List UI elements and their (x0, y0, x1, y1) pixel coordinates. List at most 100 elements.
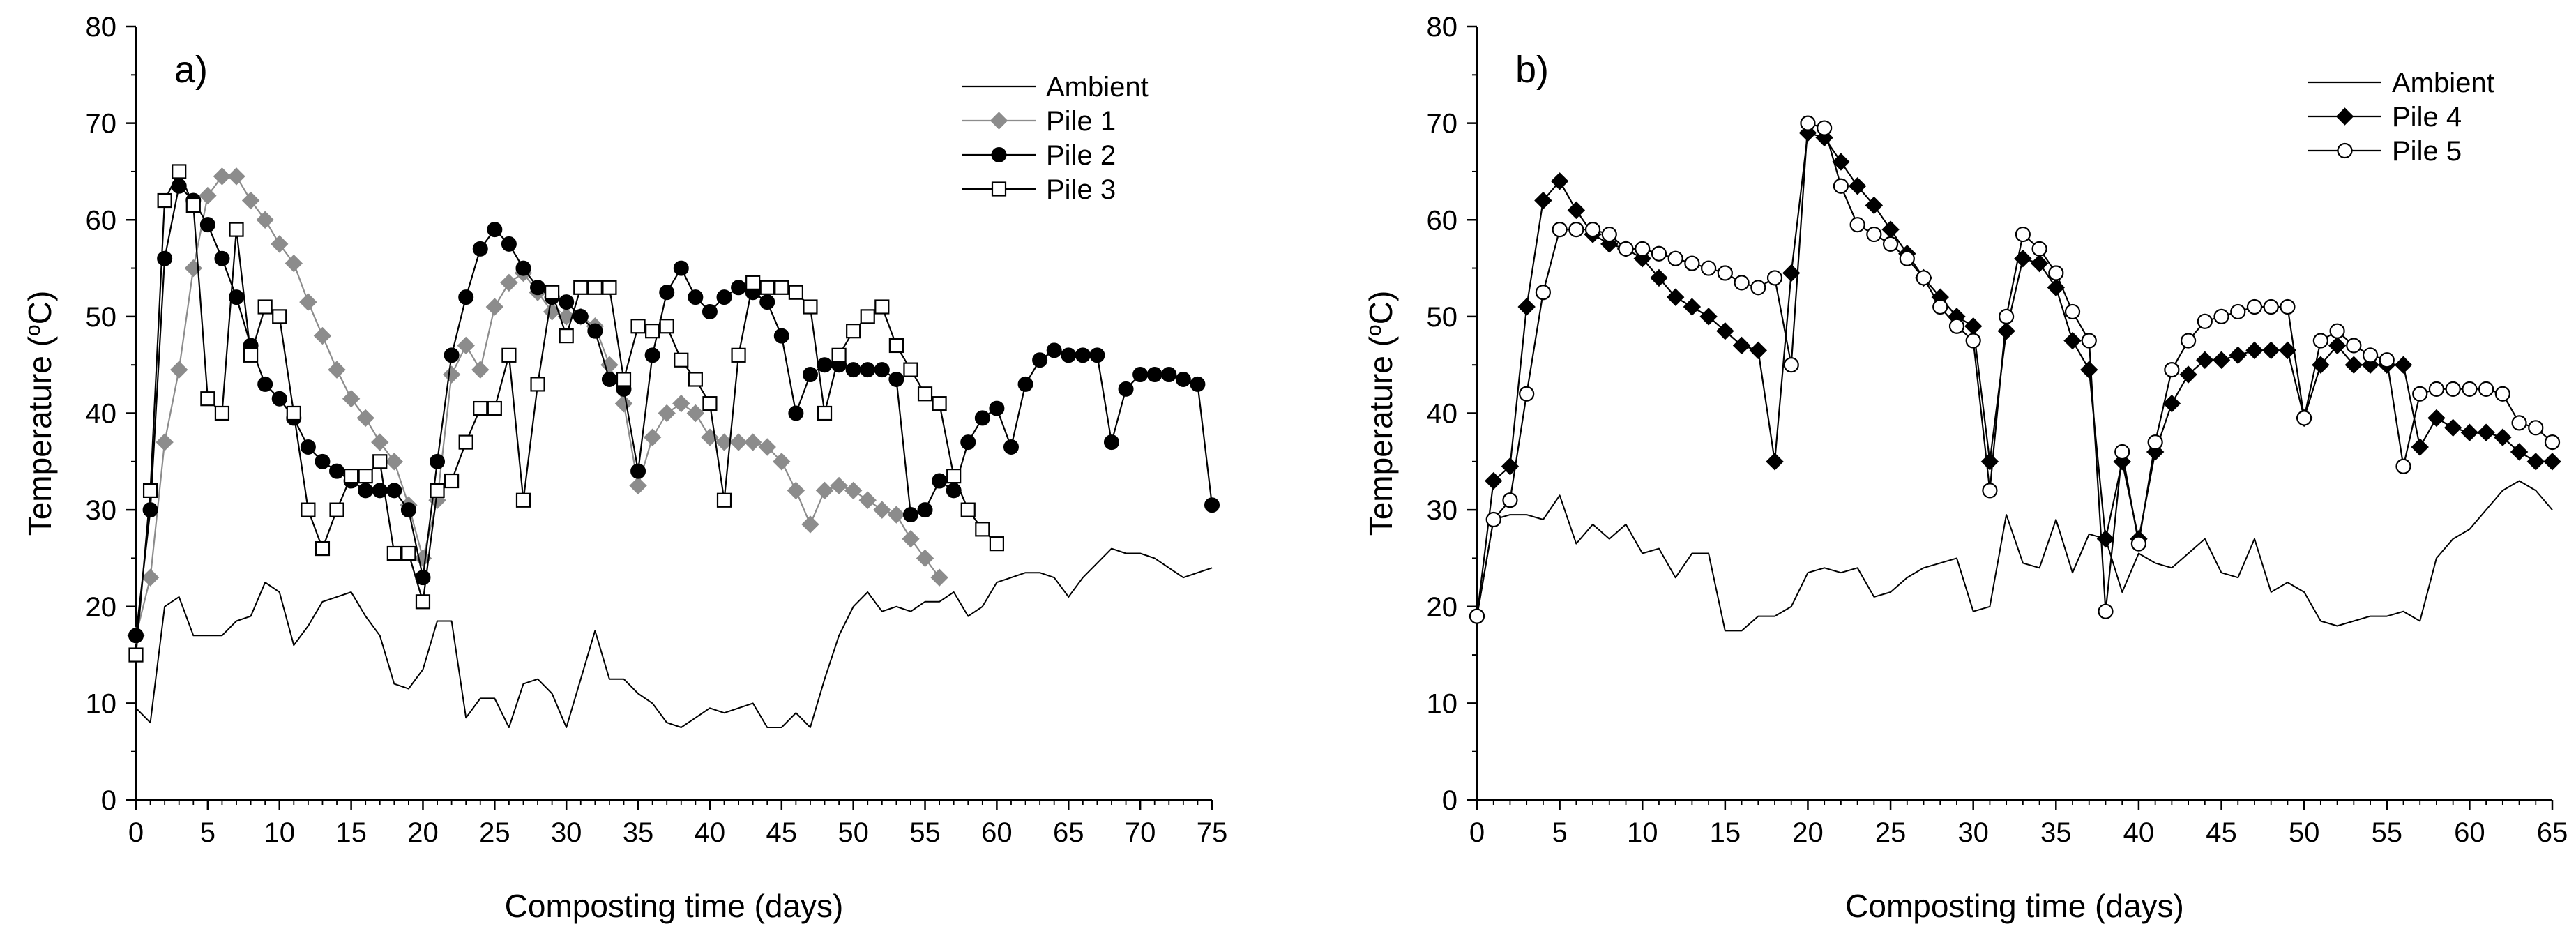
data-point (1965, 333, 1981, 349)
data-point (2478, 381, 2494, 397)
data-point (587, 280, 603, 295)
data-point (802, 367, 818, 383)
y-tick-label: 10 (86, 688, 117, 719)
x-tick-label: 35 (623, 817, 654, 848)
data-point (858, 491, 877, 509)
data-point (344, 469, 359, 484)
data-point (401, 545, 416, 561)
data-point (930, 568, 948, 587)
data-point (1833, 178, 1849, 194)
data-point (1190, 376, 1206, 392)
data-point (629, 476, 647, 495)
legend-label: Pile 2 (1046, 140, 1116, 171)
data-point (2280, 298, 2296, 315)
x-tick-label: 15 (1710, 817, 1741, 848)
data-point (1567, 201, 1586, 220)
y-tick-label: 30 (86, 495, 117, 526)
data-point (2428, 381, 2445, 397)
x-tick-label: 35 (2040, 817, 2072, 848)
data-point (846, 324, 861, 339)
data-point (415, 594, 431, 610)
y-tick-label: 70 (86, 109, 117, 139)
data-point (917, 386, 933, 402)
data-point (200, 391, 215, 407)
panel-label: a) (174, 49, 208, 91)
data-point (1882, 236, 1899, 252)
data-point (329, 502, 344, 517)
data-point (932, 473, 948, 489)
data-point (2312, 333, 2328, 349)
data-point (2048, 265, 2064, 281)
data-point (643, 428, 662, 446)
data-point (658, 404, 676, 423)
data-point (860, 309, 875, 324)
data-point (759, 280, 775, 295)
x-tick-label: 5 (200, 817, 215, 848)
data-point (2081, 333, 2097, 349)
data-point (1517, 298, 1536, 316)
data-point (1666, 288, 1685, 306)
data-point (1800, 115, 1816, 131)
data-point (1061, 347, 1077, 363)
data-point (1485, 471, 1503, 490)
data-point (888, 338, 904, 354)
y-tick-label: 50 (86, 302, 117, 333)
data-point (729, 433, 748, 451)
x-tick-label: 20 (1792, 817, 1824, 848)
data-point (2164, 362, 2180, 378)
data-point (285, 254, 303, 273)
data-point (342, 389, 361, 408)
data-point (616, 372, 632, 387)
data-point (271, 235, 289, 253)
panel-label: b) (1515, 49, 1549, 91)
y-tick-label: 0 (1442, 785, 1457, 816)
y-tick-label: 20 (86, 592, 117, 623)
data-point (157, 192, 172, 209)
data-point (1469, 608, 1485, 624)
data-point (430, 453, 446, 469)
series-line (135, 547, 1213, 728)
y-axis-title-unit: C) (22, 291, 58, 325)
y-axis-title: Temperature (oC) (1363, 291, 1399, 536)
legend-label: Ambient (1046, 72, 1149, 103)
data-point (731, 280, 747, 296)
data-point (1650, 268, 1668, 287)
data-point (1732, 336, 1751, 355)
data-point (803, 299, 818, 315)
data-point (573, 280, 589, 295)
data-point (457, 336, 475, 355)
y-tick-label: 20 (1427, 592, 1458, 623)
data-point (815, 481, 834, 500)
data-point (2030, 254, 2049, 273)
data-point (471, 361, 490, 379)
data-point (286, 405, 301, 421)
data-point (874, 299, 890, 315)
data-point (672, 394, 690, 413)
x-tick-label: 40 (2123, 817, 2155, 848)
data-point (1982, 483, 1998, 499)
data-point (2395, 458, 2411, 474)
data-point (487, 222, 503, 238)
data-point (2212, 351, 2231, 369)
y-tick-label: 10 (1427, 688, 1458, 719)
data-point (745, 275, 761, 290)
data-point (559, 328, 574, 344)
y-axis-title-degree: o (1363, 324, 1386, 336)
data-point (272, 309, 287, 324)
data-point (1997, 322, 2015, 340)
data-point (1568, 222, 1584, 238)
series-line (135, 185, 1213, 636)
data-point (271, 391, 287, 407)
legend-marker (2335, 107, 2354, 126)
data-point (686, 404, 705, 423)
y-tick-label: 50 (1427, 302, 1458, 333)
data-point (415, 570, 431, 586)
data-point (1749, 341, 1767, 360)
data-point (2362, 347, 2379, 363)
legend-label: Pile 4 (2392, 102, 2462, 133)
data-point (1204, 497, 1220, 513)
data-point (213, 167, 232, 186)
data-point (917, 502, 933, 518)
data-point (2263, 298, 2279, 315)
data-point (702, 303, 718, 319)
